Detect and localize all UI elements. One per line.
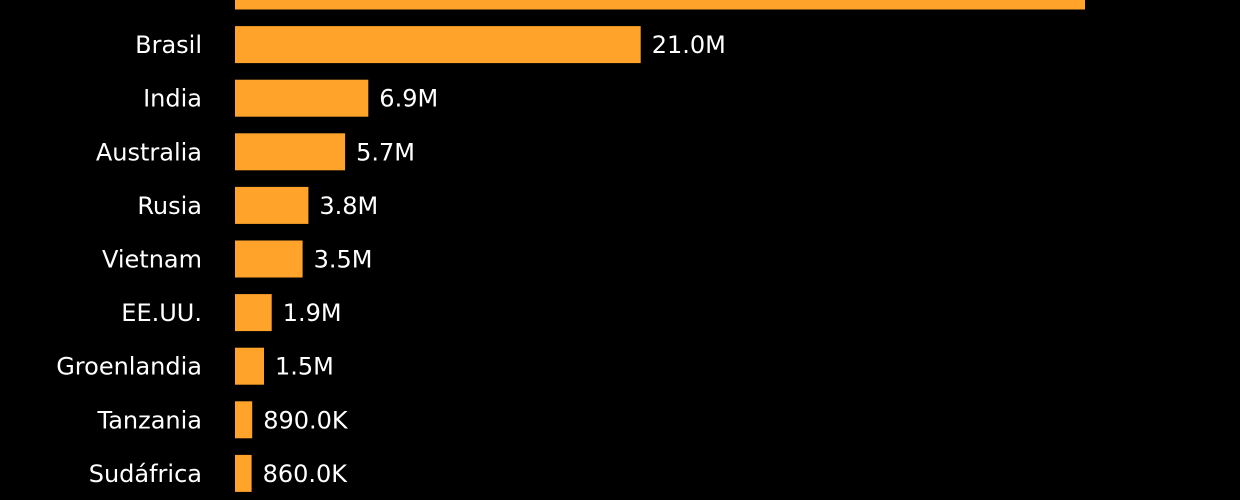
bar-australia (235, 133, 346, 171)
value-label: 3.8M (319, 192, 378, 220)
value-label: 1.5M (275, 353, 334, 381)
value-label: 21.0M (652, 31, 726, 59)
category-label: Tanzania (97, 406, 203, 434)
bar-ee-uu- (235, 294, 272, 332)
category-label: Groenlandia (56, 353, 202, 381)
bar-top (235, 0, 1085, 10)
bar-brasil (235, 26, 641, 64)
category-label: Rusia (137, 192, 202, 220)
bar-rusia (235, 186, 309, 224)
bar-india (235, 79, 369, 117)
category-label: Australia (96, 138, 202, 166)
category-label: Brasil (135, 31, 202, 59)
bar-sudáfrica (235, 454, 252, 492)
value-label: 1.9M (283, 299, 342, 327)
category-label: EE.UU. (121, 299, 202, 327)
bar-tanzania (235, 401, 253, 439)
category-label: Sudáfrica (89, 460, 202, 488)
value-label: 6.9M (379, 85, 438, 113)
category-label: Vietnam (102, 246, 202, 274)
value-label: 860.0K (263, 460, 349, 488)
bar-vietnam (235, 240, 303, 278)
value-label: 890.0K (263, 406, 349, 434)
value-label: 5.7M (356, 138, 415, 166)
value-label: 3.5M (314, 246, 373, 274)
category-label: India (143, 85, 202, 113)
bar-groenlandia (235, 347, 264, 385)
